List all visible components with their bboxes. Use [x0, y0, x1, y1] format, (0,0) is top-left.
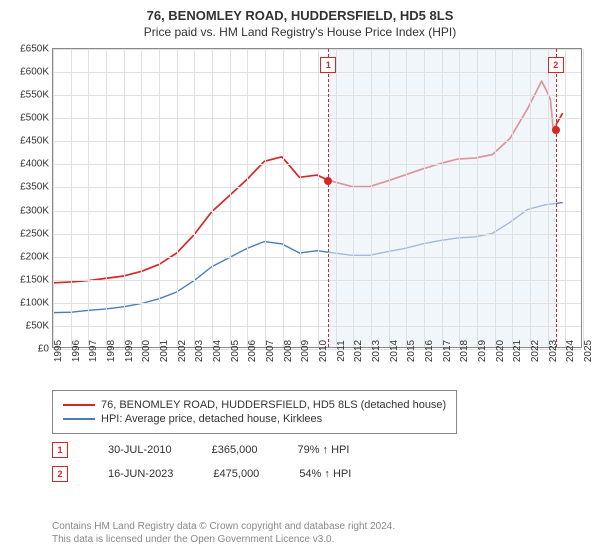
- x-tick-label: 2021: [512, 340, 523, 362]
- event-delta: 79% ↑ HPI: [297, 444, 349, 456]
- event-delta: 54% ↑ HPI: [299, 468, 351, 480]
- x-tick-label: 1997: [88, 340, 99, 362]
- footnote: Contains HM Land Registry data © Crown c…: [52, 520, 395, 546]
- y-tick-label: £100K: [20, 297, 49, 308]
- x-tick-label: 2004: [212, 340, 223, 362]
- event-row-2: 2 16-JUN-2023 £475,000 54% ↑ HPI: [52, 466, 351, 482]
- event-dot-2: [552, 126, 560, 134]
- y-tick-label: £50K: [26, 320, 49, 331]
- chart-subtitle: Price paid vs. HM Land Registry's House …: [0, 23, 600, 43]
- footnote-line2: This data is licensed under the Open Gov…: [52, 534, 334, 545]
- y-tick-label: £600K: [20, 67, 49, 78]
- event-marker-1: 1: [320, 57, 336, 73]
- y-tick-label: £400K: [20, 159, 49, 170]
- x-tick-label: 1996: [71, 340, 82, 362]
- x-tick-label: 2020: [495, 340, 506, 362]
- x-tick-label: 2015: [406, 340, 417, 362]
- event-row-1: 1 30-JUL-2010 £365,000 79% ↑ HPI: [52, 442, 349, 458]
- footnote-line1: Contains HM Land Registry data © Crown c…: [52, 521, 395, 532]
- event-row-marker: 1: [52, 442, 68, 458]
- x-tick-label: 2014: [389, 340, 400, 362]
- chart-title: 76, BENOMLEY ROAD, HUDDERSFIELD, HD5 8LS: [0, 0, 600, 23]
- event-price: £475,000: [213, 468, 259, 480]
- x-tick-label: 2018: [459, 340, 470, 362]
- y-tick-label: £650K: [20, 44, 49, 55]
- x-tick-label: 1995: [53, 340, 64, 362]
- legend: 76, BENOMLEY ROAD, HUDDERSFIELD, HD5 8LS…: [52, 390, 457, 434]
- y-tick-label: £350K: [20, 182, 49, 193]
- event-line-1: [328, 49, 329, 347]
- event-dot-1: [324, 177, 332, 185]
- x-tick-label: 2001: [159, 340, 170, 362]
- legend-item: 76, BENOMLEY ROAD, HUDDERSFIELD, HD5 8LS…: [63, 399, 446, 411]
- legend-swatch: [63, 404, 95, 406]
- x-tick-label: 2023: [548, 340, 559, 362]
- legend-item: HPI: Average price, detached house, Kirk…: [63, 413, 446, 425]
- x-tick-label: 2024: [565, 340, 576, 362]
- x-tick-label: 2022: [530, 340, 541, 362]
- x-tick-label: 2012: [353, 340, 364, 362]
- y-tick-label: £550K: [20, 90, 49, 101]
- x-tick-label: 2007: [265, 340, 276, 362]
- y-tick-label: £0: [38, 344, 49, 355]
- x-tick-label: 2002: [177, 340, 188, 362]
- x-tick-label: 2003: [194, 340, 205, 362]
- x-tick-label: 2011: [336, 340, 347, 362]
- x-tick-label: 2025: [583, 340, 594, 362]
- event-row-marker: 2: [52, 466, 68, 482]
- y-tick-label: £250K: [20, 228, 49, 239]
- x-tick-label: 2005: [230, 340, 241, 362]
- event-date: 30-JUL-2010: [108, 444, 172, 456]
- event-marker-2: 2: [548, 57, 564, 73]
- x-tick-label: 1998: [106, 340, 117, 362]
- y-tick-label: £450K: [20, 136, 49, 147]
- legend-swatch: [63, 418, 95, 420]
- x-tick-label: 2009: [300, 340, 311, 362]
- x-tick-label: 1999: [124, 340, 135, 362]
- y-tick-label: £300K: [20, 205, 49, 216]
- x-tick-label: 2017: [442, 340, 453, 362]
- x-tick-label: 2006: [247, 340, 258, 362]
- y-tick-label: £200K: [20, 251, 49, 262]
- x-tick-label: 2013: [371, 340, 382, 362]
- event-line-2: [556, 49, 557, 347]
- legend-label: 76, BENOMLEY ROAD, HUDDERSFIELD, HD5 8LS…: [101, 399, 446, 411]
- plot-area: £0£50K£100K£150K£200K£250K£300K£350K£400…: [52, 48, 582, 348]
- y-tick-label: £150K: [20, 274, 49, 285]
- x-tick-label: 2000: [141, 340, 152, 362]
- x-tick-label: 2016: [424, 340, 435, 362]
- x-tick-label: 2008: [283, 340, 294, 362]
- x-tick-label: 2019: [477, 340, 488, 362]
- chart-container: 76, BENOMLEY ROAD, HUDDERSFIELD, HD5 8LS…: [0, 0, 600, 560]
- legend-label: HPI: Average price, detached house, Kirk…: [101, 413, 322, 425]
- event-price: £365,000: [212, 444, 258, 456]
- event-date: 16-JUN-2023: [108, 468, 173, 480]
- y-tick-label: £500K: [20, 113, 49, 124]
